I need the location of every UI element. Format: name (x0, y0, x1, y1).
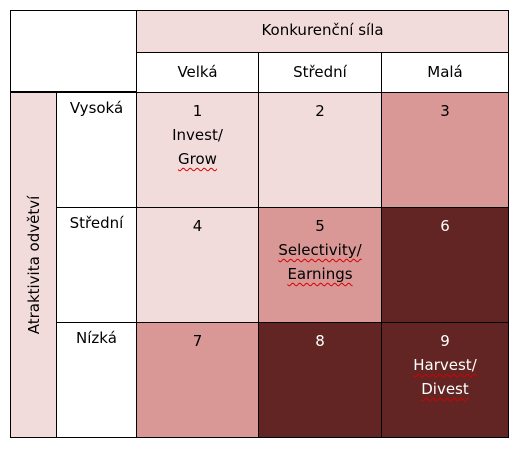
side-title: Atraktivita odvětví (24, 195, 43, 335)
matrix-cell-4: 4 (136, 207, 259, 323)
header-title-cell: Konkurenční síla (136, 10, 509, 53)
matrix-cell-3: 3 (381, 92, 509, 208)
corner-cell (10, 10, 137, 92)
matrix-cell-9: 9 Harvest/ Divest (381, 322, 509, 438)
header-title: Konkurenční síla (261, 21, 384, 39)
matrix-cell-6: 6 (381, 207, 509, 323)
row-label-stredni: Střední (56, 207, 137, 323)
matrix-cell-7: 7 (136, 322, 259, 438)
column-header-mala: Malá (381, 52, 509, 93)
matrix-cell-2: 2 (258, 92, 382, 208)
ge-mckinsey-matrix: Konkurenční síla Velká Střední Malá Atra… (10, 10, 509, 438)
row-label-nizka: Nízká (56, 322, 137, 438)
matrix-cell-1: 1 Invest/ Grow (136, 92, 259, 208)
matrix-cell-5: 5 Selectivity/ Earnings (258, 207, 382, 323)
column-header-stredni: Střední (258, 52, 382, 93)
side-title-cell: Atraktivita odvětví (10, 92, 57, 438)
matrix-cell-8: 8 (258, 322, 382, 438)
column-header-velka: Velká (136, 52, 259, 93)
row-label-vysoka: Vysoká (56, 92, 137, 208)
